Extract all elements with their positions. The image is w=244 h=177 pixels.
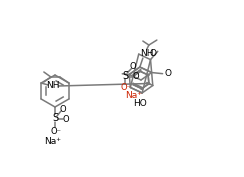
Text: O: O — [130, 62, 137, 71]
Text: Na⁺: Na⁺ — [44, 136, 61, 145]
Text: S: S — [122, 71, 128, 81]
Text: O⁻: O⁻ — [121, 83, 132, 92]
Text: NH: NH — [140, 48, 154, 58]
Text: Na⁺: Na⁺ — [125, 91, 142, 100]
Text: O: O — [63, 115, 69, 124]
Text: O: O — [60, 104, 66, 113]
Text: O: O — [164, 69, 171, 78]
Text: S: S — [52, 113, 58, 123]
Text: HO: HO — [133, 99, 147, 109]
Text: O⁻: O⁻ — [51, 127, 61, 136]
Text: O: O — [149, 49, 156, 58]
Text: NH: NH — [46, 81, 60, 90]
Text: O: O — [133, 72, 140, 81]
